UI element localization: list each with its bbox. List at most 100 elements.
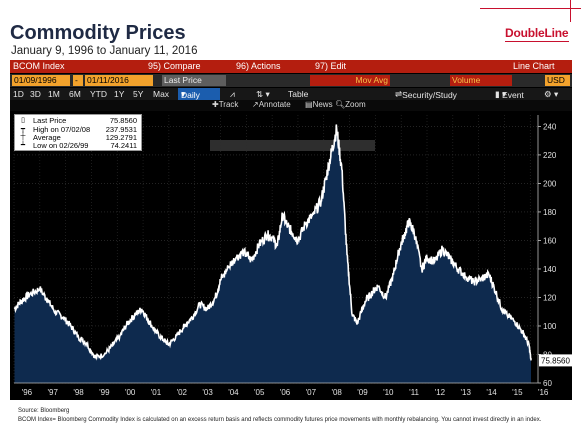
field-select[interactable]: Last Price	[162, 75, 226, 86]
x-tick-label: '15	[512, 388, 523, 397]
terminal-settings-bar: 01/09/1996 - 01/11/2016 Last Price Mov A…	[10, 74, 572, 87]
frequency-select[interactable]: Daily ▾	[178, 88, 220, 100]
logo-underline	[505, 41, 569, 42]
end-date-field[interactable]: 01/11/2016	[85, 75, 153, 86]
bloomberg-terminal: BCOM Index 95) Compare 96) Actions 97) E…	[10, 60, 572, 400]
x-tick-label: '16	[538, 388, 549, 397]
annotate-tool-label: Annotate	[258, 100, 291, 109]
x-tick-label: '12	[435, 388, 446, 397]
settings-icon[interactable]: ⇅ ▾	[256, 89, 270, 99]
legend-average-glyph: ┼	[20, 133, 26, 140]
slide-subtitle: January 9, 1996 to January 11, 2016	[11, 45, 198, 57]
edit-menu[interactable]: 97) Edit	[315, 61, 347, 71]
chart-settings-icon[interactable]: ⚙ ▾	[544, 89, 559, 99]
legend-high-row: High on 07/02/08 237.9531	[33, 125, 139, 134]
y-tick-label: 180	[543, 208, 557, 217]
range-1m[interactable]: 1M	[48, 89, 60, 99]
legend-last-row: Last Price 75.8560	[33, 116, 139, 125]
news-tool[interactable]: ▤ News	[305, 100, 333, 109]
y-tick-label: 100	[543, 322, 557, 331]
legend-low-value: 74.2411	[110, 141, 137, 150]
compare-menu[interactable]: 95) Compare	[148, 61, 201, 71]
tool-strip-background	[210, 140, 375, 151]
legend-high-label: High on 07/02/08	[33, 125, 91, 134]
legend-average-row: Average 129.2791	[33, 133, 139, 142]
start-date-field[interactable]: 01/09/1996	[12, 75, 70, 86]
actions-menu[interactable]: 96) Actions	[236, 61, 281, 71]
price-line	[13, 124, 532, 361]
chart-tool-bar: ✚ Track ↗ Annotate ▤ News 🔍︎ Zoom	[10, 100, 572, 151]
legend-average-value: 129.2791	[105, 133, 137, 142]
legend-low-glyph: ┷	[20, 142, 26, 149]
zoom-tool[interactable]: 🔍︎ Zoom	[335, 100, 366, 109]
x-tick-label: '98	[73, 388, 84, 397]
x-tick-label: '09	[357, 388, 368, 397]
x-tick-label: '04	[228, 388, 239, 397]
y-tick-label: 60	[543, 379, 552, 388]
x-tick-label: '07	[306, 388, 317, 397]
source-note: Source: Bloomberg	[18, 408, 70, 414]
x-tick-label: '97	[48, 388, 59, 397]
x-tick-label: '01	[151, 388, 162, 397]
legend-high-glyph: ┯	[20, 126, 26, 133]
track-tool-label: Track	[218, 100, 239, 109]
terminal-header-bar: BCOM Index 95) Compare 96) Actions 97) E…	[10, 60, 572, 73]
x-tick-label: '08	[331, 388, 342, 397]
y-tick-label: 140	[543, 265, 557, 274]
legend-last-glyph: ▯	[21, 117, 25, 124]
x-tick-label: '10	[383, 388, 394, 397]
range-bar: 1D 3D 1M 6M YTD 1Y 5Y Max Daily ▾ ⩘ ⇅ ▾ …	[10, 88, 572, 100]
x-tick-label: '05	[254, 388, 265, 397]
x-tick-label: '06	[280, 388, 291, 397]
news-tool-label: News	[312, 100, 333, 109]
y-tick-label: 160	[543, 236, 557, 245]
corner-rule-horizontal	[480, 8, 581, 9]
x-tick-label: '14	[486, 388, 497, 397]
ticker-label[interactable]: BCOM Index	[13, 61, 65, 71]
event-label: Event	[502, 90, 524, 100]
date-range-dash: -	[73, 75, 83, 86]
y-tick-label: 220	[543, 151, 557, 160]
annotate-tool[interactable]: ↗ Annotate	[252, 100, 291, 109]
legend-low-row: Low on 02/26/99 74.2411	[33, 141, 139, 150]
security-study-label: Security/Study	[402, 90, 457, 100]
price-chart: 6080100120140160180200220240 '96'97'98'9…	[13, 115, 572, 397]
volume-select[interactable]: Volume	[450, 75, 512, 86]
slide-title: Commodity Prices	[10, 22, 186, 44]
y-tick-label: 120	[543, 293, 557, 302]
security-study-button[interactable]: ⇌ Security/Study	[395, 89, 457, 100]
y-tick-label: 240	[543, 122, 557, 131]
range-max[interactable]: Max	[153, 89, 170, 99]
zoom-tool-label: Zoom	[345, 100, 366, 109]
x-tick-label: '02	[177, 388, 188, 397]
line-chart-icon[interactable]: ⩘	[230, 89, 235, 99]
chart-legend: ▯ Last Price 75.8560 ┯ High on 07/02/08 …	[14, 114, 142, 151]
frequency-label: Daily	[181, 90, 200, 100]
legend-low-label: Low on 02/26/99	[33, 141, 89, 150]
range-ytd[interactable]: YTD	[90, 89, 107, 99]
corner-rule-vertical	[570, 0, 571, 22]
legend-high-value: 237.9531	[105, 125, 137, 134]
legend-average-label: Average	[33, 133, 61, 142]
last-value-label: 75.8560	[541, 356, 570, 365]
table-button[interactable]: Table	[288, 89, 309, 99]
range-3d[interactable]: 3D	[30, 89, 41, 99]
x-tick-label: '03	[202, 388, 213, 397]
mov-avg-select[interactable]: Mov Avg	[310, 75, 390, 86]
y-tick-label: 200	[543, 179, 557, 188]
range-1d[interactable]: 1D	[13, 89, 24, 99]
currency-select[interactable]: USD	[545, 75, 570, 86]
price-area	[14, 124, 531, 383]
range-6m[interactable]: 6M	[69, 89, 81, 99]
legend-last-label: Last Price	[33, 116, 67, 125]
last-value-tag	[539, 354, 572, 367]
range-5y[interactable]: 5Y	[133, 89, 144, 99]
x-tick-label: '99	[99, 388, 110, 397]
legend-last-value: 75.8560	[109, 116, 137, 125]
x-tick-label: '13	[461, 388, 472, 397]
range-1y[interactable]: 1Y	[114, 89, 125, 99]
track-tool[interactable]: ✚ Track	[212, 100, 239, 109]
x-tick-label: '00	[125, 388, 136, 397]
doubleline-logo: DoubleLine	[505, 26, 569, 40]
event-button[interactable]: ▮ Event ▾	[495, 89, 524, 100]
